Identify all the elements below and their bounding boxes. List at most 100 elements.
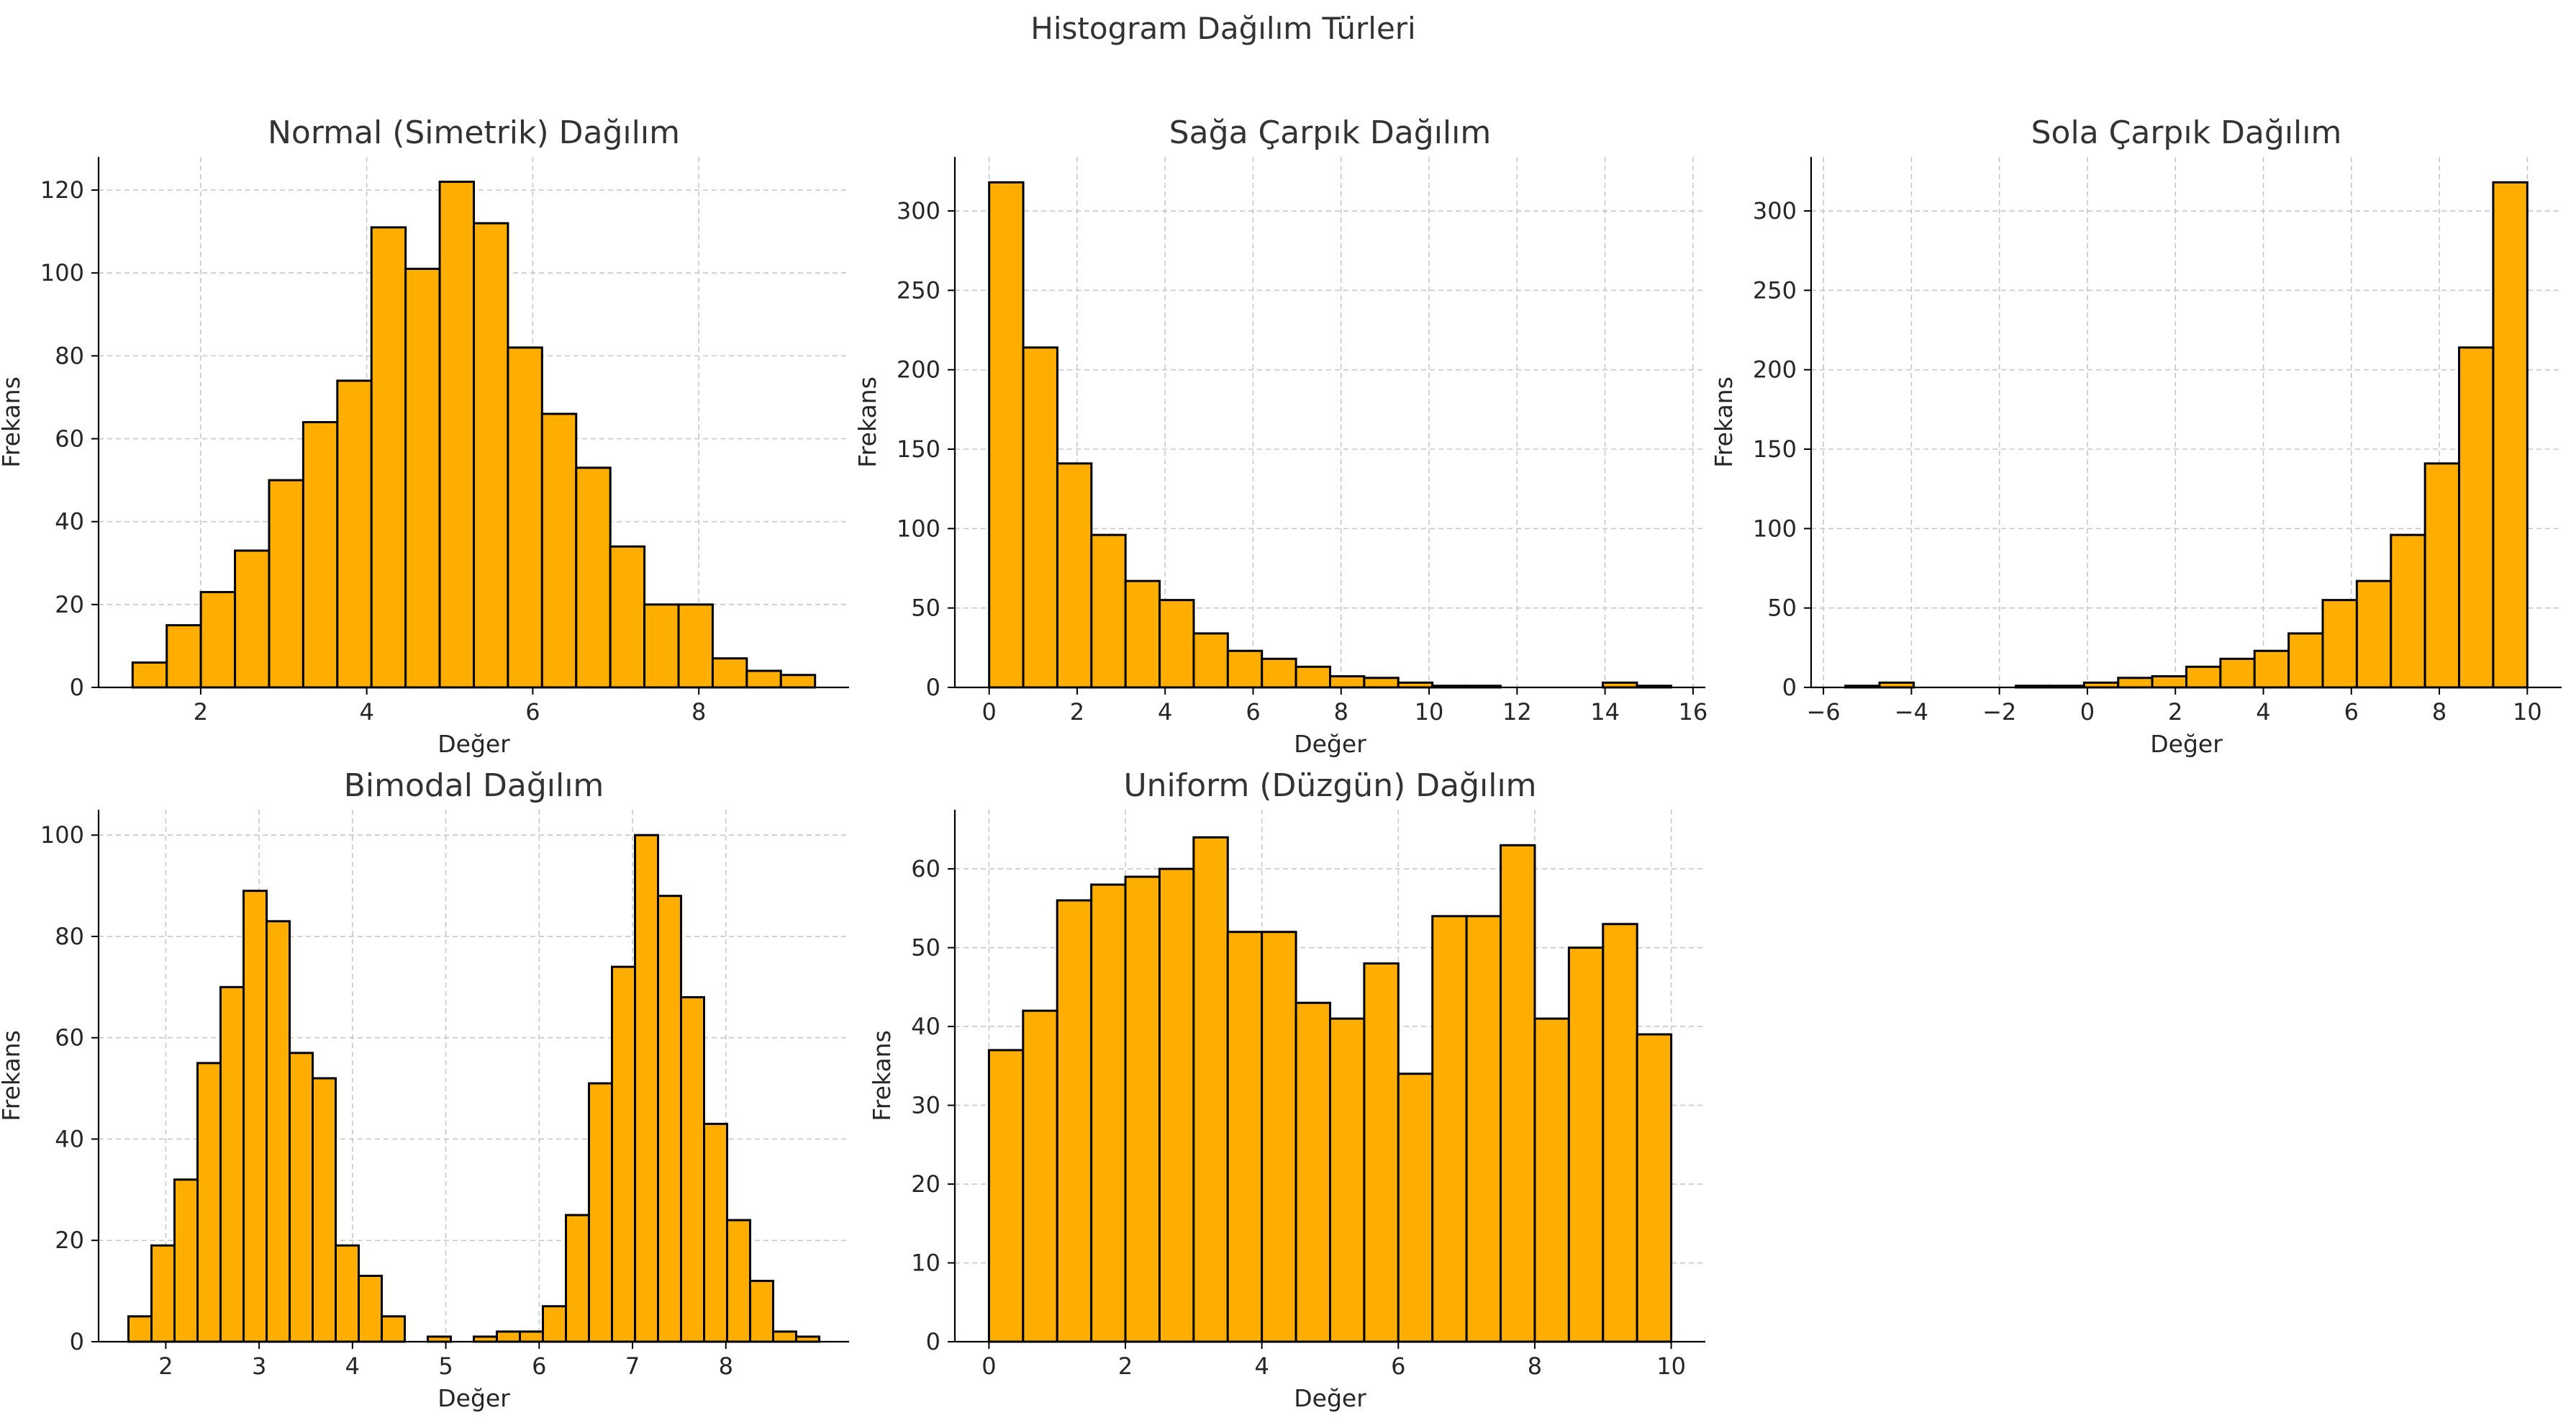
- histogram-bar: [2287, 632, 2324, 689]
- y-tick-label: 100: [40, 821, 84, 849]
- histogram-bar: [380, 1315, 407, 1343]
- y-axis-label: Frekans: [0, 1030, 25, 1121]
- x-tick-label: 2: [194, 698, 208, 726]
- histogram-bar: [173, 1178, 199, 1343]
- y-tick-label: 40: [55, 1125, 84, 1152]
- chart-title: Uniform (Düzgün) Dağılım: [1123, 767, 1536, 804]
- histogram-bar: [496, 1330, 521, 1343]
- histogram-bar: [2390, 533, 2426, 689]
- histogram-bar: [609, 545, 646, 689]
- histogram-bar: [1397, 1072, 1434, 1343]
- y-tick-label: 200: [1753, 356, 1797, 384]
- histogram-bar: [1056, 899, 1093, 1343]
- histogram-bar: [199, 591, 237, 689]
- y-tick-label: 100: [1753, 515, 1797, 542]
- histogram-bar: [702, 1122, 728, 1343]
- histogram-bar: [1363, 677, 1400, 689]
- histogram-bar: [473, 222, 509, 689]
- histogram-bar: [541, 1305, 568, 1343]
- histogram-bar: [643, 603, 680, 689]
- x-tick-label: 8: [1528, 1352, 1542, 1380]
- y-tick-label: 150: [1753, 435, 1797, 463]
- histogram-bar: [771, 1330, 797, 1343]
- histogram-bar: [2355, 579, 2393, 689]
- x-tick-label: 2: [2168, 698, 2182, 726]
- y-tick-label: 60: [55, 1024, 84, 1052]
- x-tick-label: 8: [2432, 698, 2446, 726]
- histogram-bar: [2219, 657, 2256, 689]
- histogram-bar: [1567, 947, 1605, 1343]
- histogram-bar: [127, 1315, 153, 1343]
- x-axis-label: Değer: [437, 1384, 510, 1412]
- histogram-bar: [1602, 923, 1638, 1343]
- x-tick-label: 10: [1415, 698, 1444, 726]
- y-tick-label: 250: [897, 276, 940, 304]
- y-axis-label: Frekans: [0, 376, 25, 468]
- chart-title: Normal (Simetrik) Dağılım: [268, 114, 680, 151]
- x-tick-label: 16: [1679, 698, 1708, 726]
- y-tick-label: 50: [1767, 595, 1797, 622]
- x-axis-label: Değer: [2150, 730, 2223, 758]
- y-tick-label: 20: [55, 591, 84, 618]
- histogram-bar: [1226, 649, 1264, 689]
- y-tick-label: 0: [70, 674, 84, 701]
- histogram-bar: [2321, 599, 2358, 689]
- x-tick-label: 6: [532, 1352, 546, 1380]
- histogram-bar: [1192, 836, 1229, 1343]
- histogram-bar: [2253, 649, 2290, 689]
- histogram-bar: [131, 661, 168, 689]
- x-tick-label: 4: [1255, 1352, 1269, 1380]
- x-tick-label: 10: [1656, 1352, 1686, 1380]
- y-tick-label: 30: [911, 1092, 940, 1119]
- y-tick-label: 200: [897, 356, 940, 384]
- x-axis-label: Değer: [1294, 730, 1366, 758]
- histogram-bar: [336, 379, 373, 689]
- histogram-bar: [633, 834, 659, 1343]
- x-tick-label: 4: [1158, 698, 1172, 726]
- histogram-bar: [2185, 665, 2222, 689]
- histogram-bar: [1465, 915, 1502, 1343]
- x-tick-label: 6: [1391, 1352, 1405, 1380]
- histogram-bar: [1533, 1017, 1570, 1343]
- histogram-bar: [404, 267, 441, 689]
- y-tick-label: 60: [911, 855, 940, 882]
- histogram-bar: [266, 920, 291, 1343]
- histogram-bar: [1124, 875, 1161, 1343]
- histogram-bar: [565, 1214, 590, 1343]
- histogram-bar: [1294, 1001, 1332, 1343]
- y-tick-label: 250: [1753, 276, 1797, 304]
- histogram-bar: [1329, 1017, 1366, 1343]
- histogram-bar: [679, 995, 705, 1343]
- y-tick-label: 80: [55, 923, 84, 950]
- x-axis-label: Değer: [437, 730, 510, 758]
- x-tick-label: −4: [1895, 698, 1928, 726]
- histogram-bar: [1192, 632, 1229, 689]
- histogram-bar: [1261, 657, 1297, 689]
- histogram-bar: [1158, 599, 1195, 689]
- histogram-bar: [219, 985, 245, 1343]
- y-tick-label: 20: [911, 1170, 940, 1198]
- figure-title: Histogram Dağılım Türleri: [1030, 11, 1415, 46]
- histogram-bar: [1090, 883, 1127, 1343]
- x-tick-label: 4: [359, 698, 373, 726]
- x-tick-label: 5: [438, 1352, 453, 1380]
- x-tick-label: −6: [1807, 698, 1841, 726]
- histogram-bar: [1431, 915, 1468, 1343]
- histogram-bar: [540, 412, 578, 689]
- y-tick-label: 100: [40, 259, 84, 286]
- histogram-bar: [1124, 579, 1161, 689]
- histogram-bar: [1500, 844, 1536, 1343]
- x-tick-label: 14: [1590, 698, 1620, 726]
- histogram-bar: [301, 421, 339, 689]
- histogram-bar: [1022, 346, 1058, 689]
- histogram-bar: [1022, 1009, 1058, 1343]
- x-tick-label: 6: [525, 698, 540, 726]
- histogram-bar: [1294, 665, 1331, 689]
- chart-title: Bimodal Dağılım: [344, 767, 604, 804]
- y-tick-label: 300: [1753, 197, 1797, 225]
- x-tick-label: 0: [981, 1352, 996, 1380]
- histogram-bar: [748, 1280, 774, 1343]
